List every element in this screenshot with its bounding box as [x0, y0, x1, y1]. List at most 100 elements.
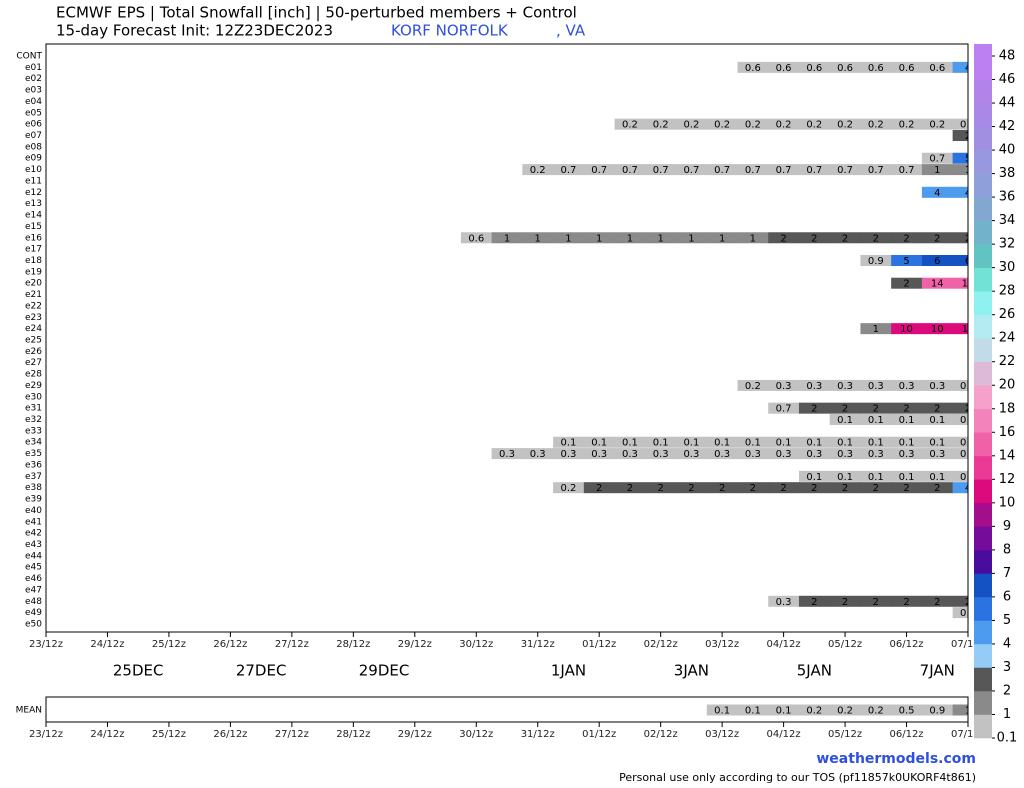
colorbar-swatch	[974, 596, 992, 621]
colorbar-swatch	[974, 103, 992, 127]
cell-label: 0.1	[837, 472, 853, 483]
member-label: e10	[25, 165, 42, 175]
colorbar-swatch	[974, 314, 992, 339]
member-label: e24	[25, 324, 42, 334]
snow-cell	[645, 482, 677, 494]
cell-label: 0.7	[653, 165, 669, 176]
colorbar-swatch	[974, 56, 992, 80]
cell-label: 0.1	[960, 438, 976, 449]
colorbar-label: 16	[999, 425, 1016, 440]
snow-cell	[737, 232, 769, 244]
snow-cell	[829, 232, 861, 244]
location: KORF NORFOLK	[391, 22, 509, 40]
member-label: e36	[25, 460, 42, 470]
snow-cell	[460, 232, 493, 244]
snow-cell	[860, 482, 892, 494]
cell-label: 0.3	[499, 449, 515, 460]
cell-label: 0.7	[899, 165, 915, 176]
snow-cell	[891, 118, 923, 130]
member-label: e22	[25, 301, 42, 311]
snow-cell	[921, 595, 954, 607]
cell-label: 2	[719, 483, 725, 494]
snow-cell	[798, 595, 831, 607]
date-label: 3JAN	[674, 662, 709, 680]
mean-x-tick-label: 24/12z	[90, 729, 124, 740]
cell-label: 2	[842, 404, 848, 415]
cell-label: 0.3	[683, 449, 699, 460]
mean-x-tick-label: 01/12z	[582, 729, 616, 740]
snow-cell	[768, 118, 800, 130]
snow-cell	[860, 118, 892, 130]
colorbar-swatch	[974, 690, 992, 715]
snow-cell	[737, 482, 769, 494]
member-label: e13	[25, 199, 42, 209]
snow-cell	[952, 379, 968, 391]
cell-label: 0.2	[714, 120, 730, 131]
member-label: e35	[25, 449, 42, 459]
cell-label: 0.1	[960, 415, 976, 426]
cell-label: 1	[719, 233, 725, 244]
cell-label: 10	[900, 324, 913, 335]
cell-label: 0.2	[868, 120, 884, 131]
cell-label: 0.1	[837, 438, 853, 449]
snow-cell	[952, 402, 968, 414]
member-label: e05	[25, 108, 42, 118]
cell-label: 0.3	[837, 449, 853, 460]
cell-label: 0.9	[868, 256, 884, 267]
member-label: e28	[25, 370, 42, 380]
cell-label: 2	[965, 233, 971, 244]
date-label: 1JAN	[551, 662, 586, 680]
snow-cell	[798, 232, 831, 244]
cell-label: 0.3	[868, 381, 884, 392]
member-label: e50	[25, 620, 42, 630]
cell-label: 1	[965, 706, 971, 717]
colorbar-label: 6	[1003, 589, 1011, 604]
cell-label: 5	[903, 256, 909, 267]
cell-label: 2	[965, 131, 971, 142]
snow-cell	[921, 186, 954, 198]
mean-label: MEAN	[16, 706, 42, 716]
cell-label: 0.3	[837, 381, 853, 392]
colorbar-swatch	[974, 549, 992, 574]
cell-label: 0.2	[530, 165, 546, 176]
cell-label: 0.1	[837, 415, 853, 426]
snow-cell	[952, 61, 968, 73]
snow-cell	[676, 118, 708, 130]
snow-cell	[891, 470, 923, 482]
colorbar-label: 42	[999, 119, 1016, 134]
cell-label: 0.3	[806, 381, 822, 392]
cell-label: 0.6	[899, 63, 915, 74]
mean-x-tick-label: 26/12z	[213, 729, 247, 740]
snow-cell	[921, 482, 954, 494]
colorbar-label: 3	[1003, 660, 1011, 675]
member-label: e04	[25, 97, 42, 107]
cell-label: 0.9	[929, 706, 945, 717]
colorbar-label: 38	[999, 166, 1016, 181]
cell-label: 0.1	[899, 415, 915, 426]
cell-label: 2	[965, 404, 971, 415]
colorbar-swatch	[974, 291, 992, 315]
cell-label: 0.3	[591, 449, 607, 460]
cell-label: 0.2	[622, 120, 638, 131]
snow-cell	[522, 164, 554, 176]
member-label: e49	[25, 608, 42, 618]
x-tick-label: 06/12z	[889, 639, 923, 650]
snow-cell	[829, 436, 861, 448]
cell-label: 0.2	[929, 120, 945, 131]
snow-cell	[829, 704, 861, 716]
snow-cell	[952, 482, 968, 494]
cell-label: 0.1	[929, 438, 945, 449]
cell-label: 0.1	[683, 438, 699, 449]
x-tick-label: 25/12z	[152, 639, 186, 650]
x-tick-label: 03/12z	[705, 639, 739, 650]
cell-label: 0.3	[776, 381, 792, 392]
snow-cell	[891, 414, 923, 426]
colorbar-swatch	[974, 573, 992, 598]
colorbar-swatch	[974, 620, 992, 645]
snow-cell	[921, 414, 954, 426]
mean-x-tick-label: 06/12z	[889, 729, 923, 740]
snow-cell	[952, 152, 968, 164]
snow-cell	[829, 118, 861, 130]
snow-cell	[645, 436, 677, 448]
cell-label: 0.1	[622, 438, 638, 449]
